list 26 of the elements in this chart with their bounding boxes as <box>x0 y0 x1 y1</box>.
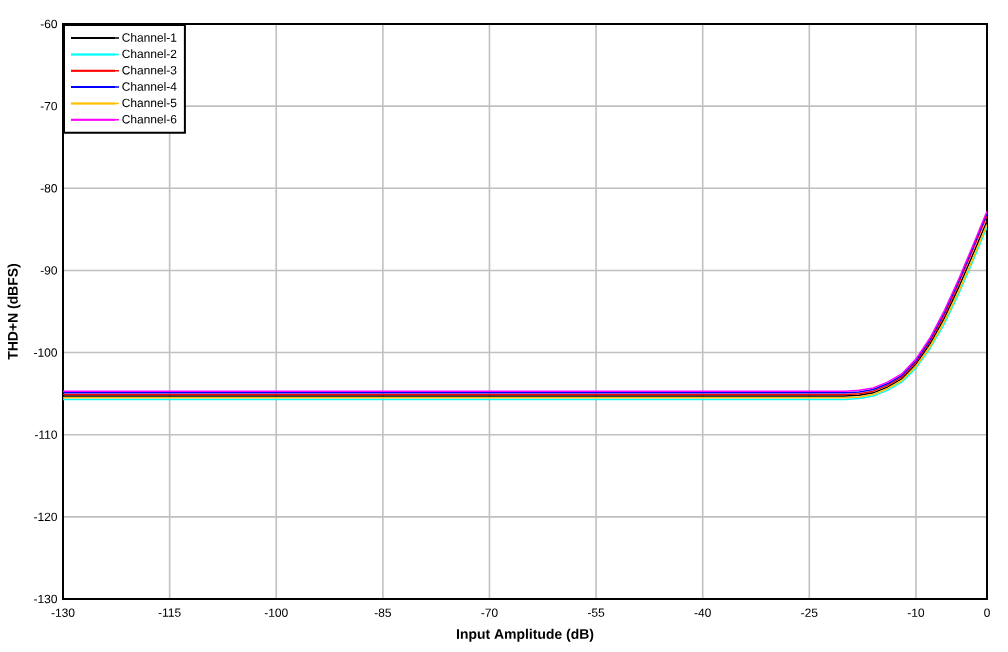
y-axis-title: THD+N (dBFS) <box>7 263 21 360</box>
y-tick-label: -80 <box>40 184 58 193</box>
x-tick-label: -40 <box>694 608 711 617</box>
y-tick-label: -130 <box>34 594 58 604</box>
legend-label: Channel-3 <box>122 65 177 75</box>
x-tick-label: -10 <box>907 608 925 617</box>
y-tick-label: -70 <box>40 101 58 111</box>
x-tick-label: -85 <box>374 608 391 617</box>
x-tick-label: -25 <box>801 608 818 617</box>
legend-label: Channel-4 <box>122 82 177 91</box>
x-tick-label: -115 <box>158 608 181 617</box>
x-tick-label: -130 <box>51 608 75 617</box>
legend-label: Channel-1 <box>122 32 177 42</box>
x-tick-label: -55 <box>587 608 605 617</box>
y-tick-label: -120 <box>34 512 58 522</box>
y-tick-label: -90 <box>40 266 58 275</box>
x-axis-title: Input Amplitude (dB) <box>456 628 594 642</box>
y-tick-label: -110 <box>34 430 58 439</box>
x-tick-label: -70 <box>481 608 498 617</box>
legend-label: Channel-5 <box>122 98 177 108</box>
x-tick-label: -100 <box>264 608 288 617</box>
legend-label: Channel-2 <box>122 49 177 59</box>
y-tick-label: -100 <box>34 348 58 357</box>
x-tick-label: 0 <box>984 608 990 617</box>
legend-label: Channel-6 <box>122 114 177 124</box>
y-tick-label: -60 <box>40 19 58 29</box>
